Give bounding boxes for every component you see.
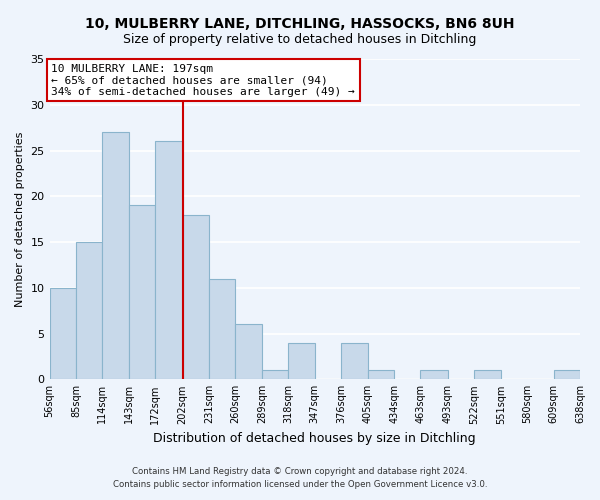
X-axis label: Distribution of detached houses by size in Ditchling: Distribution of detached houses by size … [154,432,476,445]
Y-axis label: Number of detached properties: Number of detached properties [15,132,25,307]
Text: Contains HM Land Registry data © Crown copyright and database right 2024.
Contai: Contains HM Land Registry data © Crown c… [113,467,487,489]
Text: 10, MULBERRY LANE, DITCHLING, HASSOCKS, BN6 8UH: 10, MULBERRY LANE, DITCHLING, HASSOCKS, … [85,18,515,32]
Text: Size of property relative to detached houses in Ditchling: Size of property relative to detached ho… [124,32,476,46]
Bar [421,370,448,380]
Bar [50,288,76,380]
Bar [554,370,580,380]
Bar [368,370,394,380]
Bar [289,342,315,380]
Text: 10 MULBERRY LANE: 197sqm
← 65% of detached houses are smaller (94)
34% of semi-d: 10 MULBERRY LANE: 197sqm ← 65% of detach… [52,64,355,97]
Bar [155,142,182,380]
Bar [341,342,368,380]
Bar [235,324,262,380]
Bar [262,370,289,380]
Bar [103,132,129,380]
Bar [209,278,235,380]
Bar [474,370,501,380]
Bar [182,214,209,380]
Bar [129,206,155,380]
Bar [76,242,103,380]
